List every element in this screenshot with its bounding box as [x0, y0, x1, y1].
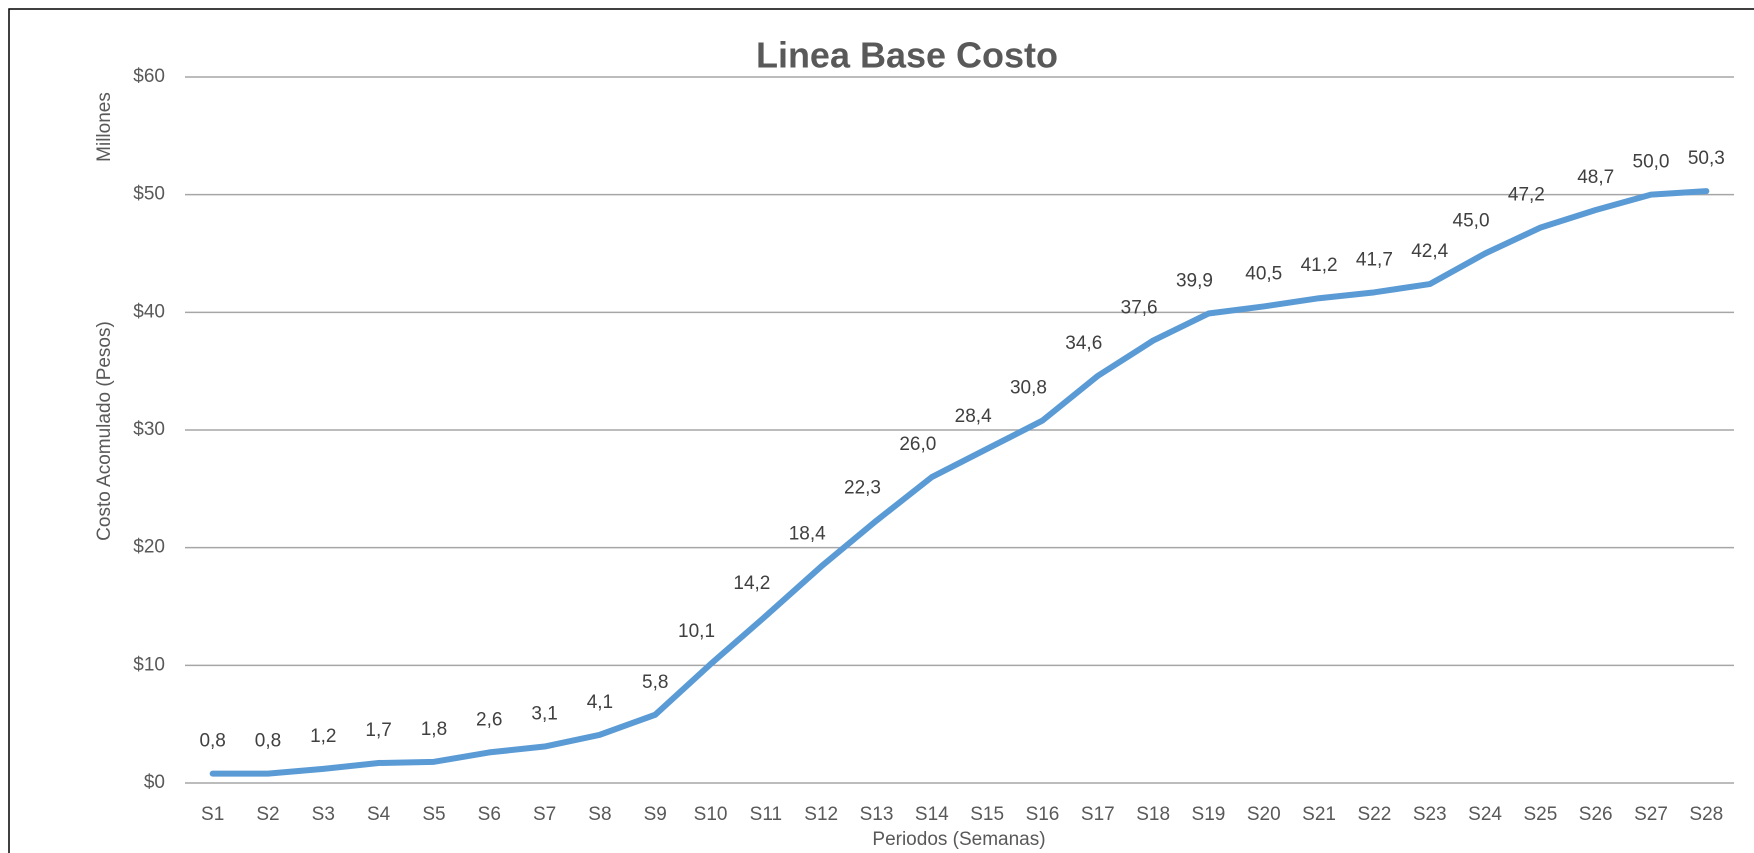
data-label: 50,3 — [1688, 148, 1725, 169]
x-tick-label: S7 — [533, 804, 556, 825]
data-label: 22,3 — [844, 478, 881, 499]
x-tick-label: S28 — [1689, 804, 1723, 825]
x-tick-label: S5 — [422, 804, 445, 825]
y-tick-label: $50 — [133, 184, 165, 205]
data-label: 30,8 — [1010, 378, 1047, 399]
data-line — [209, 188, 1710, 777]
data-label: 0,8 — [255, 731, 281, 752]
x-tick-label: S20 — [1247, 804, 1281, 825]
x-tick-label: S11 — [750, 804, 782, 825]
data-label: 5,8 — [642, 672, 668, 693]
chart-title: Linea Base Costo — [756, 35, 1058, 76]
y-tick-label: $30 — [133, 419, 165, 440]
y-tick-label: $20 — [133, 537, 165, 558]
y-tick-label: $0 — [144, 772, 165, 793]
x-tick-label: S3 — [312, 804, 335, 825]
x-tick-label: S6 — [478, 804, 501, 825]
y-tick-label: $40 — [133, 301, 165, 322]
x-tick-label: S13 — [860, 804, 894, 825]
data-label: 1,7 — [365, 720, 391, 741]
x-tick-label: S4 — [367, 804, 391, 825]
x-tick-label: S27 — [1634, 804, 1668, 825]
data-label: 41,2 — [1301, 255, 1338, 276]
x-tick-label: S21 — [1302, 804, 1336, 825]
x-tick-label: S1 — [201, 804, 224, 825]
x-tick-label: S19 — [1192, 804, 1226, 825]
data-label: 28,4 — [955, 406, 992, 427]
x-tick-label: S15 — [970, 804, 1004, 825]
data-label: 18,4 — [789, 524, 826, 545]
data-label: 4,1 — [587, 692, 613, 713]
x-tick-label: S8 — [588, 804, 611, 825]
data-label: 26,0 — [899, 434, 936, 455]
data-label: 40,5 — [1245, 263, 1282, 284]
data-label: 41,7 — [1356, 249, 1393, 270]
data-label: 39,9 — [1176, 271, 1213, 292]
x-tick-label: S26 — [1579, 804, 1613, 825]
x-tick-label: S9 — [644, 804, 667, 825]
data-label: 37,6 — [1121, 298, 1158, 319]
data-label: 45,0 — [1453, 211, 1490, 232]
data-label: 0,8 — [199, 731, 225, 752]
data-label: 34,6 — [1065, 333, 1102, 354]
x-tick-label: S2 — [256, 804, 279, 825]
data-label: 1,8 — [421, 719, 447, 740]
x-tick-label: S16 — [1026, 804, 1060, 825]
data-label: 47,2 — [1508, 185, 1545, 206]
y-tick-label: $60 — [133, 66, 165, 87]
data-label: 1,2 — [310, 726, 336, 747]
data-label: 3,1 — [531, 704, 557, 725]
x-tick-label: S17 — [1081, 804, 1115, 825]
data-label: 14,2 — [733, 573, 770, 594]
data-label: 48,7 — [1577, 167, 1614, 188]
y-display-unit: Millones — [94, 92, 115, 162]
y-tick-label: $10 — [133, 654, 165, 675]
x-tick-label: S18 — [1136, 804, 1170, 825]
x-tick-label: S10 — [694, 804, 728, 825]
y-axis-title: Costo Acomulado (Pesos) — [94, 321, 115, 541]
x-tick-label: S25 — [1523, 804, 1557, 825]
x-axis-title: Periodos (Semanas) — [872, 829, 1045, 850]
data-label: 50,0 — [1633, 152, 1670, 173]
x-tick-label: S14 — [915, 804, 949, 825]
data-label: 42,4 — [1411, 241, 1448, 262]
data-label: 10,1 — [678, 621, 715, 642]
x-tick-label: S12 — [804, 804, 838, 825]
data-label: 2,6 — [476, 709, 502, 730]
chart-frame — [8, 8, 1754, 853]
x-tick-label: S22 — [1358, 804, 1392, 825]
x-tick-label: S24 — [1468, 804, 1502, 825]
x-tick-label: S23 — [1413, 804, 1447, 825]
